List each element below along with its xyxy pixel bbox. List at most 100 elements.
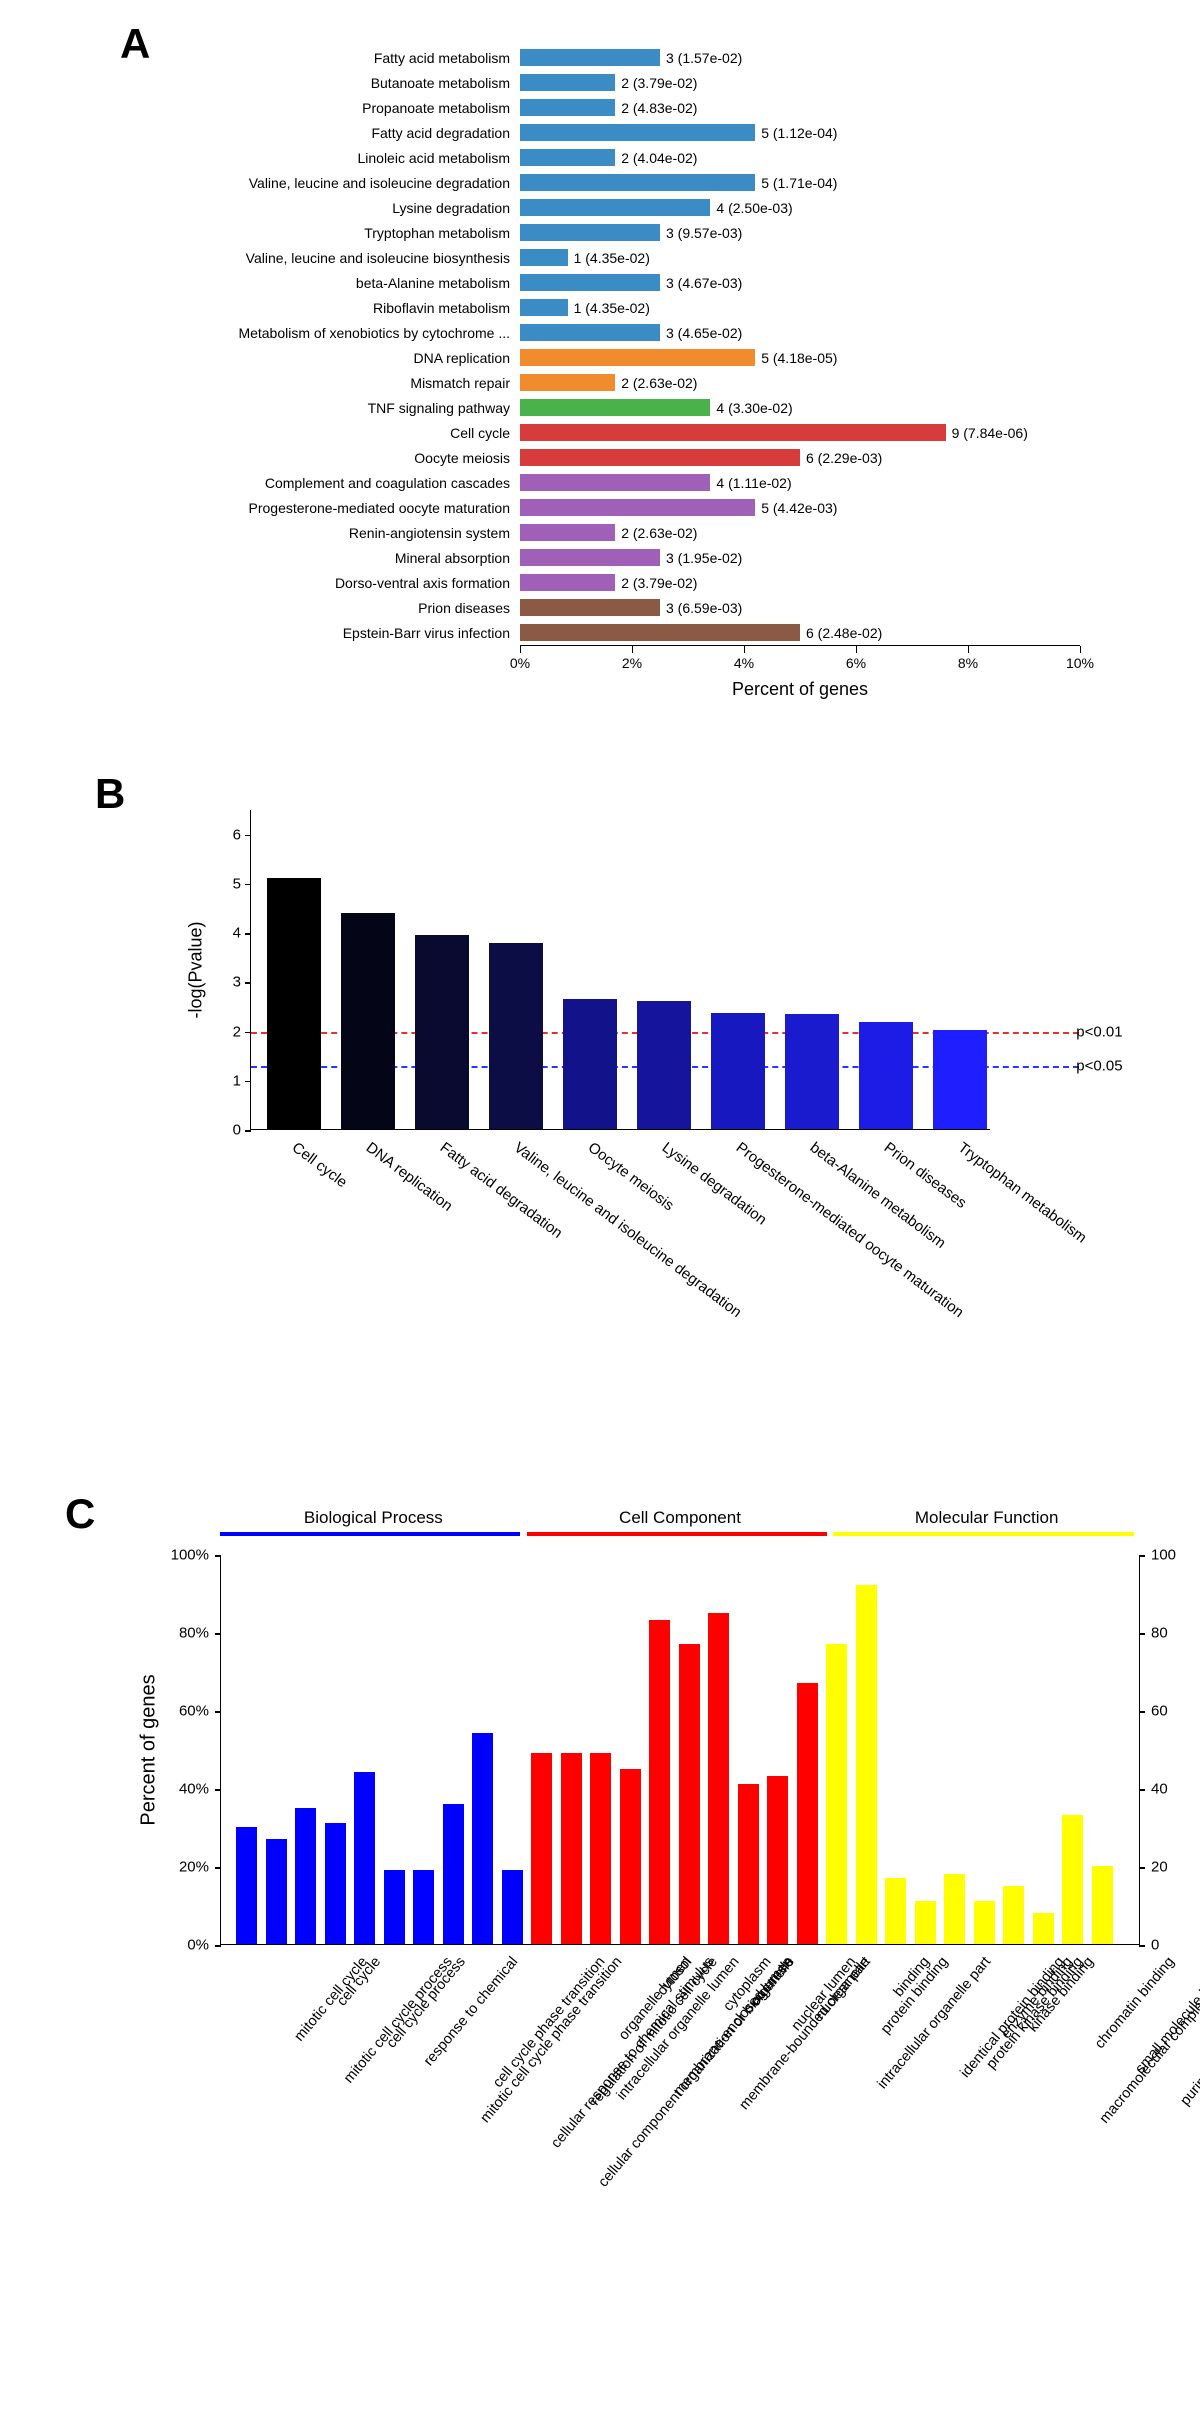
hbar-value: 5 (4.42e-03) [755,500,837,516]
xtick-label: 0% [510,655,530,671]
hbar-value: 4 (3.30e-02) [710,400,792,416]
hbar-value: 3 (4.67e-03) [660,275,742,291]
hbar-value: 4 (2.50e-03) [710,200,792,216]
hbar-row: Mineral absorption3 (1.95e-02) [520,545,1080,570]
hbar-row: Linoleic acid metabolism2 (4.04e-02) [520,145,1080,170]
bar [944,1874,965,1944]
group-underline [220,1532,520,1536]
hbar-value: 6 (2.48e-02) [800,625,882,641]
bar [325,1823,346,1944]
hbar-value: 4 (1.11e-02) [710,475,791,491]
panel-c-plot: Percent of genes Number of genes 0%20%40… [220,1555,1140,1945]
hbar-label: Linoleic acid metabolism [357,150,520,166]
bar [785,1014,839,1129]
bar [489,943,543,1129]
hbar-row: Cell cycle9 (7.84e-06) [520,420,1080,445]
hbar-row: Prion diseases3 (6.59e-03) [520,595,1080,620]
hbar-label: Renin-angiotensin system [349,525,520,541]
hbar-bar [520,374,615,391]
group-underline [527,1532,827,1536]
hbar-row: Epstein-Barr virus infection6 (2.48e-02) [520,620,1080,645]
bar [620,1769,641,1945]
bar [590,1753,611,1944]
ytick-label: 3 [233,974,251,991]
hbar-bar [520,474,710,491]
bar [1033,1913,1054,1944]
bar [295,1808,316,1945]
bar [1003,1886,1024,1945]
hbar-bar [520,574,615,591]
hbar-row: Metabolism of xenobiotics by cytochrome … [520,320,1080,345]
hbar-label: Riboflavin metabolism [373,300,520,316]
xtick-label: Cell cycle [289,1139,350,1191]
group-title: Cell Component [619,1508,741,1528]
hbar-bar [520,49,660,66]
xtick-label: 10% [1066,655,1094,671]
hbar-label: Oocyte meiosis [414,450,520,466]
hbar-bar [520,99,615,116]
xtick [520,646,521,653]
hbar-row: Riboflavin metabolism1 (4.35e-02) [520,295,1080,320]
hbar-label: Tryptophan metabolism [364,225,520,241]
ytick-label: 6 [233,826,251,843]
group-title: Biological Process [304,1508,443,1528]
hbar-row: Mismatch repair2 (2.63e-02) [520,370,1080,395]
hbar-value: 2 (2.63e-02) [615,375,697,391]
bar [767,1776,788,1944]
ytick-label: 5 [233,875,251,892]
xtick [1080,646,1081,653]
hbar-bar [520,249,568,266]
hbar-row: beta-Alanine metabolism3 (4.67e-03) [520,270,1080,295]
panel-c: C Biological ProcessCell ComponentMolecu… [40,1480,1160,2330]
hbar-bar [520,74,615,91]
ytick-label-right: 0 [1139,1937,1159,1954]
hbar-row: Tryptophan metabolism3 (9.57e-03) [520,220,1080,245]
hbar-bar [520,624,800,641]
bar [531,1753,552,1944]
hbar-row: Renin-angiotensin system2 (2.63e-02) [520,520,1080,545]
ytick-label: 0 [233,1122,251,1139]
hbar-label: Mismatch repair [410,375,520,391]
panel-a-xlabel: Percent of genes [732,679,868,700]
xtick [968,646,969,653]
hbar-row: Complement and coagulation cascades4 (1.… [520,470,1080,495]
hbar-bar [520,499,755,516]
hbar-row: Valine, leucine and isoleucine degradati… [520,170,1080,195]
xtick [856,646,857,653]
xtick-label: 8% [958,655,978,671]
hbar-bar [520,174,755,191]
panel-b-plot: -log(Pvalue) 0123456p<0.01p<0.05Cell cyc… [250,810,990,1130]
hbar-row: Valine, leucine and isoleucine biosynthe… [520,245,1080,270]
bar [266,1839,287,1944]
bar [341,913,395,1129]
hbar-row: DNA replication5 (4.18e-05) [520,345,1080,370]
bar [915,1901,936,1944]
ytick-label-left: 40% [179,1781,221,1798]
hbar-row: Dorso-ventral axis formation2 (3.79e-02) [520,570,1080,595]
bar [708,1613,729,1945]
hbar-row: Butanoate metabolism2 (3.79e-02) [520,70,1080,95]
hbar-label: Epstein-Barr virus infection [343,625,520,641]
hbar-bar [520,399,710,416]
bar [502,1870,523,1944]
bar [885,1878,906,1944]
bar [933,1030,987,1129]
hbar-bar [520,349,755,366]
bar [472,1733,493,1944]
hbar-label: Cell cycle [450,425,520,441]
panel-a-label: A [120,20,150,68]
ref-label: p<0.01 [1071,1023,1122,1040]
hbar-label: Lysine degradation [392,200,520,216]
bar [974,1901,995,1944]
hbar-bar [520,149,615,166]
ytick-label-left: 0% [187,1937,221,1954]
bar [354,1772,375,1944]
ytick-label-right: 40 [1139,1781,1168,1798]
hbar-label: Fatty acid degradation [371,125,520,141]
ytick-label-left: 20% [179,1859,221,1876]
hbar-value: 9 (7.84e-06) [946,425,1028,441]
panel-c-header: Biological ProcessCell ComponentMolecula… [220,1510,1140,1544]
bar [826,1644,847,1944]
ytick-label: 1 [233,1072,251,1089]
hbar-bar [520,124,755,141]
